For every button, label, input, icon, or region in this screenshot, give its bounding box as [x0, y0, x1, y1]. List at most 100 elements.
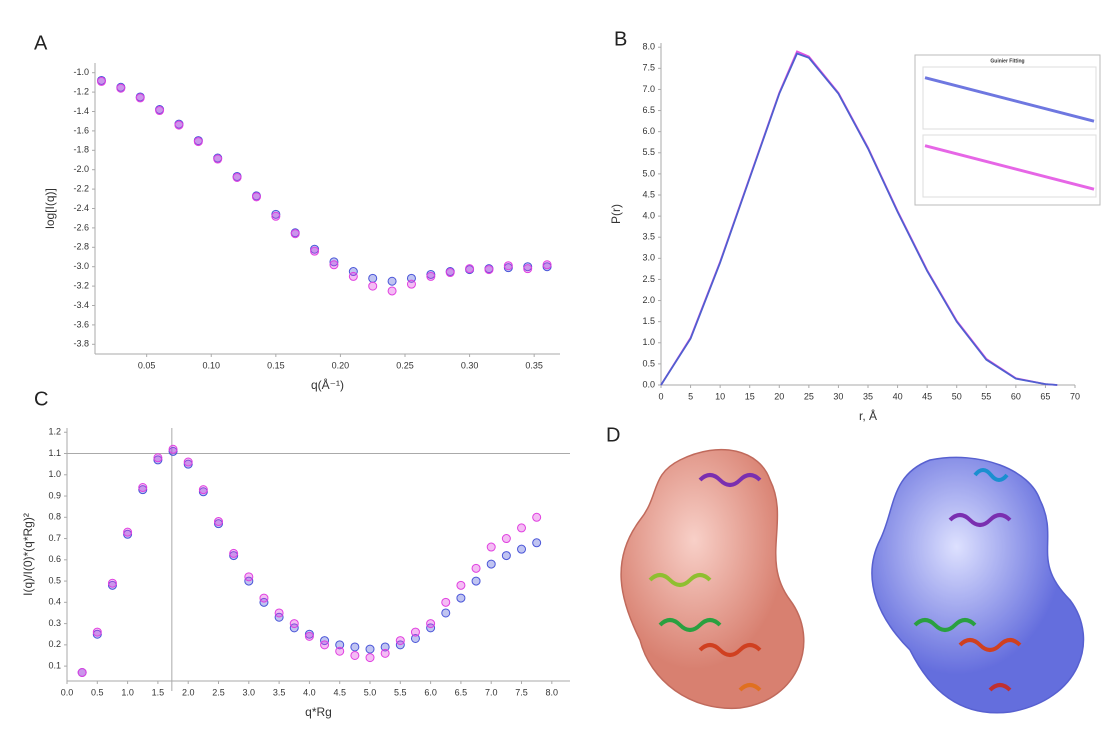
x-tick-label: 0.35 [525, 360, 543, 370]
data-point [198, 487, 208, 497]
data-point [77, 667, 87, 677]
x-tick-label: 0.15 [267, 360, 285, 370]
inset-title: Guinier Fitting [990, 58, 1024, 64]
x-tick-label: 50 [952, 391, 962, 401]
x-tick-label: 0.0 [61, 687, 74, 697]
inset-panel [922, 134, 1097, 198]
x-tick-label: 2.5 [212, 687, 225, 697]
data-point [456, 580, 466, 590]
y-tick-label: 7.5 [642, 63, 655, 73]
data-point [329, 260, 339, 270]
data-point [365, 653, 375, 663]
data-point [193, 137, 203, 147]
y-tick-label: 2.0 [642, 295, 655, 305]
y-tick-label: 8.0 [642, 42, 655, 52]
data-point [274, 608, 284, 618]
data-point [486, 559, 496, 569]
data-point [335, 640, 345, 650]
data-point [542, 260, 552, 270]
y-tick-label: -1.0 [73, 67, 89, 77]
data-point [138, 483, 148, 493]
data-point [456, 593, 466, 603]
x-tick-label: 5.0 [364, 687, 377, 697]
x-tick-label: 20 [774, 391, 784, 401]
x-tick-label: 40 [893, 391, 903, 401]
x-tick-label: 3.0 [243, 687, 256, 697]
fit-line [924, 144, 1095, 191]
y-tick-label: 6.5 [642, 105, 655, 115]
data-point [368, 281, 378, 291]
y-tick-label: 0.3 [48, 618, 61, 628]
y-tick-label: -2.2 [73, 183, 89, 193]
data-point [183, 457, 193, 467]
data-point [441, 608, 451, 618]
pr-curve [660, 52, 1058, 386]
y-tick-label: 4.0 [642, 210, 655, 220]
data-point [153, 453, 163, 463]
x-tick-label: 15 [745, 391, 755, 401]
data-point [387, 286, 397, 296]
data-point [174, 120, 184, 130]
structure-envelope [620, 448, 805, 710]
y-tick-label: 5.5 [642, 147, 655, 157]
x-tick-label: 10 [715, 391, 725, 401]
data-point [368, 273, 378, 283]
y-tick-label: -1.2 [73, 86, 89, 96]
x-tick-label: 65 [1040, 391, 1050, 401]
data-point [410, 633, 420, 643]
data-point [198, 485, 208, 495]
x-tick-label: 1.0 [121, 687, 134, 697]
data-point [155, 106, 165, 116]
data-point [168, 446, 178, 456]
data-point [426, 619, 436, 629]
structure-envelope [871, 456, 1085, 714]
x-tick-label: 70 [1070, 391, 1080, 401]
x-tick-label: 30 [833, 391, 843, 401]
data-point [380, 648, 390, 658]
y-tick-label: -3.8 [73, 339, 89, 349]
data-point [410, 627, 420, 637]
panel-label: C [34, 388, 48, 410]
data-point [138, 485, 148, 495]
y-tick-label: -2.0 [73, 164, 89, 174]
x-tick-label: 0.5 [91, 687, 104, 697]
y-axis-label: I(q)/I(0)*(q*Rg)² [21, 513, 35, 596]
data-point [426, 271, 436, 281]
data-point [441, 597, 451, 607]
data-point [214, 519, 224, 529]
data-point [96, 76, 106, 86]
x-tick-label: 55 [981, 391, 991, 401]
y-tick-label: 1.0 [642, 337, 655, 347]
data-point [523, 264, 533, 274]
x-tick-label: 8.0 [546, 687, 559, 697]
y-tick-label: -1.4 [73, 106, 89, 116]
y-tick-label: 0.8 [48, 512, 61, 522]
data-point [183, 459, 193, 469]
y-tick-label: -1.8 [73, 145, 89, 155]
y-tick-label: 2.5 [642, 274, 655, 284]
x-tick-label: 6.5 [455, 687, 468, 697]
data-point [229, 551, 239, 561]
y-tick-label: 0.7 [48, 533, 61, 543]
data-point [232, 172, 242, 182]
x-tick-label: 7.5 [515, 687, 528, 697]
y-tick-label: 1.0 [48, 469, 61, 479]
data-point [329, 257, 339, 267]
data-point [123, 529, 133, 539]
data-point [501, 551, 511, 561]
data-point [335, 646, 345, 656]
x-tick-label: 25 [804, 391, 814, 401]
data-point [251, 192, 261, 202]
y-tick-label: -2.6 [73, 222, 89, 232]
data-point [517, 544, 527, 554]
data-point [229, 548, 239, 558]
y-tick-label: 0.5 [48, 575, 61, 585]
inset-frame [914, 54, 1101, 206]
y-tick-label: 3.0 [642, 253, 655, 263]
x-axis-label: q*Rg [305, 705, 332, 719]
y-axis-label: log[I(q)] [43, 188, 57, 229]
y-tick-label: -3.6 [73, 319, 89, 329]
data-point [304, 631, 314, 641]
data-point [365, 644, 375, 654]
